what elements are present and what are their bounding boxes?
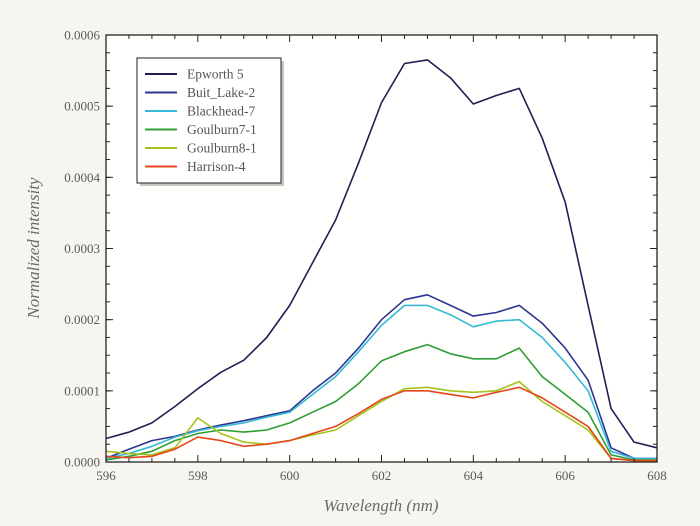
x-tick-label: 604 [464, 468, 484, 483]
legend-label: Epworth 5 [187, 67, 244, 82]
legend-box [136, 57, 282, 184]
legend-label: Goulburn7-1 [187, 122, 257, 137]
series-layer [105, 59, 658, 462]
legend-label: Blackhead-7 [187, 104, 255, 119]
y-tick-label: 0.0000 [64, 455, 100, 470]
legend: Epworth 5 Buit_Lake-2 Blackhead-7 Goulburn7… [136, 57, 284, 186]
y-tick-label: 0.0002 [64, 312, 100, 327]
series-line-0 [105, 59, 658, 449]
series-line-4 [105, 380, 657, 462]
y-tick-label: 0.0006 [64, 28, 100, 43]
y-tick-label: 0.0001 [64, 383, 100, 398]
series-line-5 [105, 386, 657, 462]
y-tick-label: 0.0004 [64, 170, 100, 185]
series-line-3 [105, 343, 657, 461]
x-tick-label: 600 [280, 468, 300, 483]
series-line-2 [105, 304, 657, 460]
x-axis-title: Wavelength (nm) [323, 496, 438, 515]
x-tick-label: 602 [372, 468, 392, 483]
y-tick-label: 0.0003 [64, 241, 100, 256]
x-tick-label: 608 [647, 468, 667, 483]
y-tick-label: 0.0005 [64, 99, 100, 114]
ticks-layer: 596 598 600 602 604 606 608 0.0000 0.0001 0.0002 0… [64, 28, 667, 484]
legend-label: Buit_Lake-2 [187, 85, 255, 100]
x-tick-label: 606 [555, 468, 575, 483]
x-tick-label: 598 [188, 468, 208, 483]
x-tick-label: 596 [96, 468, 116, 483]
legend-label: Goulburn8-1 [187, 141, 257, 156]
legend-label: Harrison-4 [187, 159, 246, 174]
y-axis-title: Normalized intensity [24, 177, 43, 320]
